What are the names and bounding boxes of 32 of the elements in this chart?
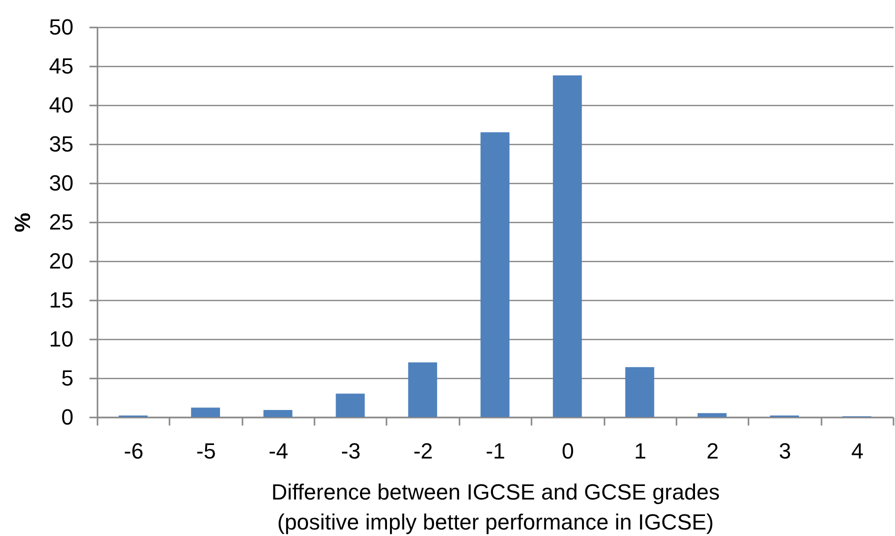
y-axis-title: %: [10, 212, 36, 232]
x-tick-label: 1: [634, 438, 646, 464]
y-tick-label: 15: [49, 288, 74, 312]
y-tick-label: 30: [49, 170, 74, 196]
y-tick-label: 45: [49, 54, 74, 78]
y-tick-label: 40: [49, 92, 74, 118]
bar: [552, 75, 582, 417]
x-tick-label: -2: [413, 438, 433, 464]
x-tick-label: -4: [268, 438, 288, 464]
x-tick-label: -1: [486, 438, 506, 464]
x-tick-label: 0: [562, 438, 574, 464]
x-tick-label: -5: [196, 438, 216, 464]
bar: [263, 410, 292, 417]
x-tick-label: 2: [706, 438, 719, 464]
x-tick-label: -3: [340, 438, 361, 464]
bar: [408, 362, 438, 417]
y-tick-label: 0: [61, 404, 74, 430]
bar: [480, 132, 510, 417]
x-tick-label: -6: [124, 438, 144, 464]
y-tick-label: 50: [49, 14, 74, 40]
x-axis-title: Difference between IGCSE and GCSE grades (positive imply better performance in IGCSE): [271, 480, 720, 534]
bar: [698, 413, 727, 417]
bar: [191, 408, 220, 417]
y-tick-label: 25: [49, 210, 74, 234]
bar: [336, 394, 365, 417]
y-tick-label: 20: [49, 248, 74, 274]
x-tick-label: 4: [851, 438, 864, 464]
y-tick-label: 35: [49, 132, 74, 156]
y-tick-label: 10: [49, 326, 74, 352]
y-tick-label: 5: [61, 366, 74, 390]
x-tick-label: 3: [778, 438, 792, 464]
bar: [625, 367, 654, 417]
